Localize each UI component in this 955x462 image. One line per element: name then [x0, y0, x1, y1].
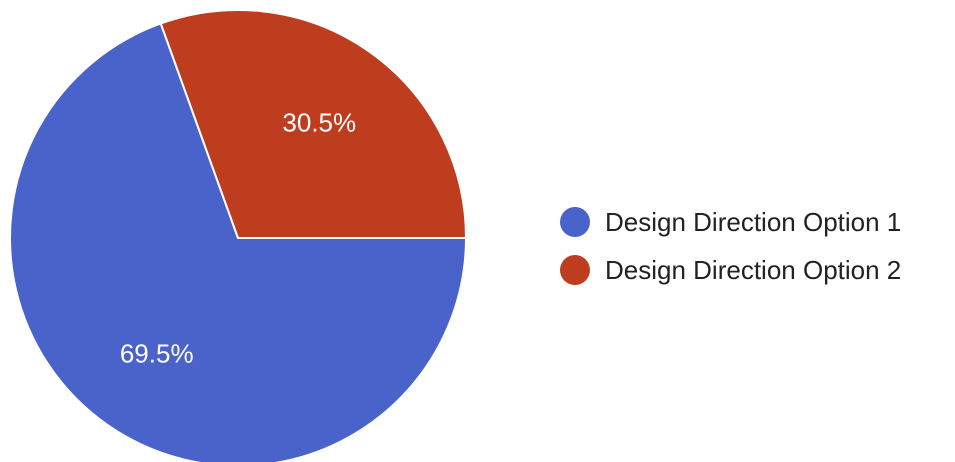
pie-label-option-1: 69.5% [120, 339, 194, 369]
chart-legend: Design Direction Option 1 Design Directi… [560, 204, 901, 288]
pie-slice-option-1 [9, 22, 468, 462]
legend-swatch-option-2 [560, 255, 590, 285]
legend-swatch-option-1 [560, 207, 590, 237]
legend-label-option-2: Design Direction Option 2 [605, 254, 902, 285]
legend-item-option-1: Design Direction Option 1 [560, 204, 901, 240]
pie-slice-option-2 [159, 9, 468, 239]
legend-label-option-1: Design Direction Option 1 [605, 206, 902, 237]
pie-label-option-2: 30.5% [282, 107, 356, 137]
legend-item-option-2: Design Direction Option 2 [560, 252, 901, 288]
